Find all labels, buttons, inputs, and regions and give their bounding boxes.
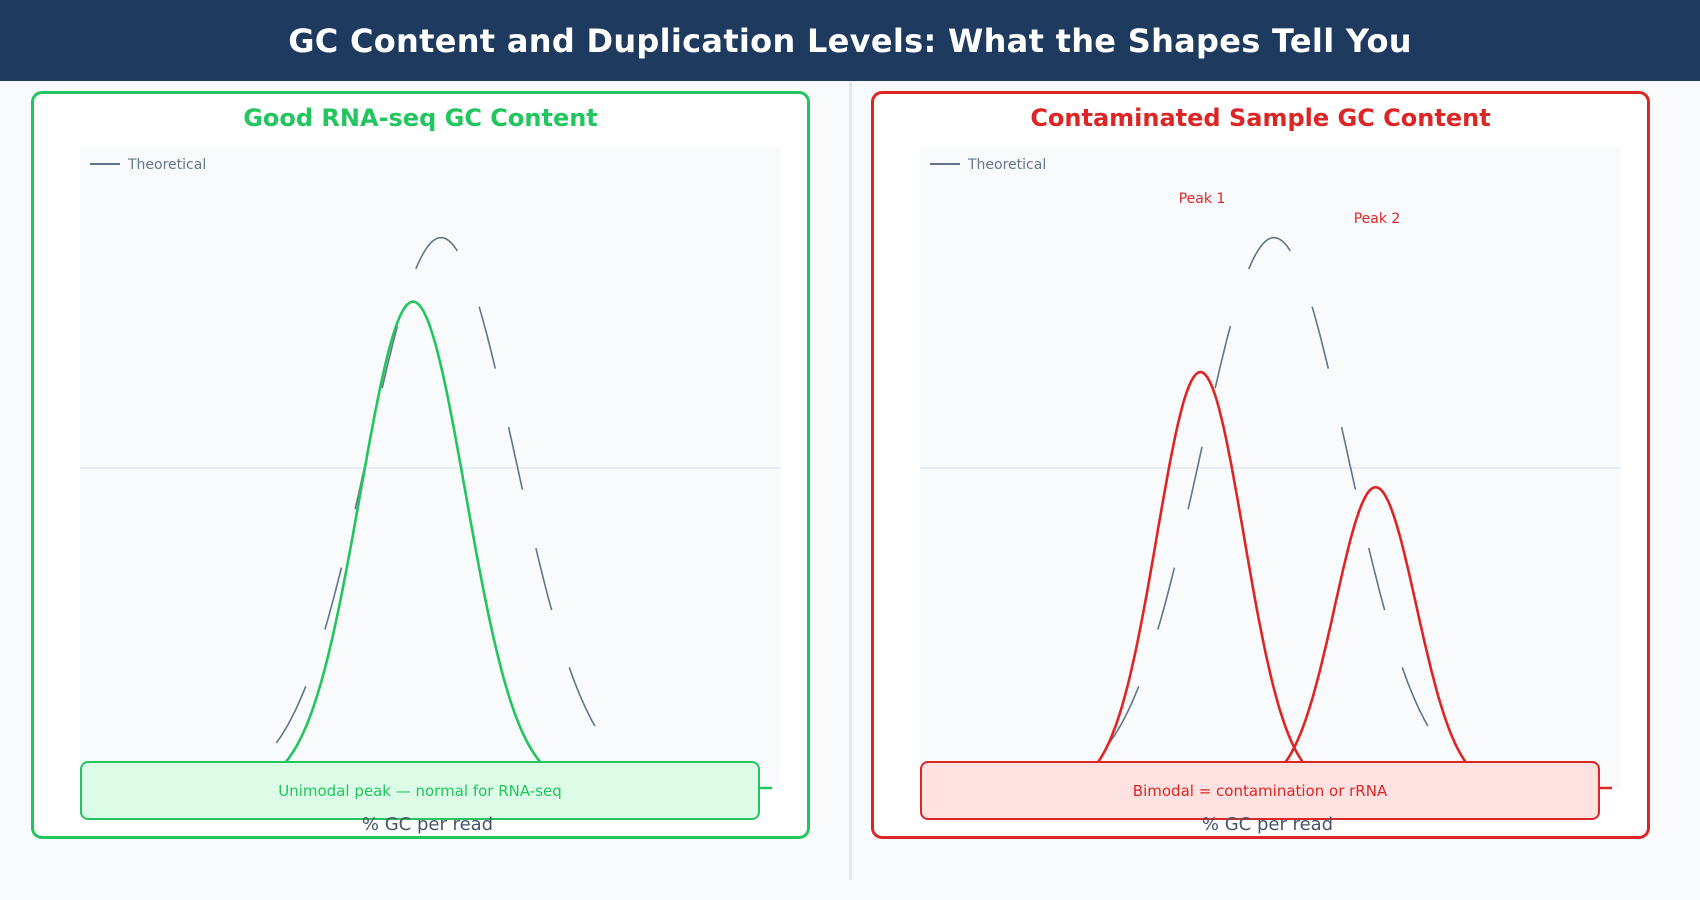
panel-title: Contaminated Sample GC Content bbox=[1030, 104, 1491, 132]
legend-label: Theoretical bbox=[127, 157, 206, 173]
peak-1-annotation: Peak 1 bbox=[1179, 191, 1226, 207]
gc-chart-contaminated: Theoretical Peak 1 Peak 2 bbox=[920, 148, 1621, 790]
theoretical-curve bbox=[999, 236, 1551, 789]
x-axis-label: % GC per read bbox=[361, 814, 494, 835]
peak-2-annotation: Peak 2 bbox=[1354, 211, 1401, 227]
theoretical-curve bbox=[166, 236, 718, 789]
page-header: GC Content and Duplication Levels: What … bbox=[0, 0, 1700, 81]
x-axis-label: % GC per read bbox=[1201, 814, 1334, 835]
good-gc-panel: Good RNA-seq GC Content Theoretical Unim… bbox=[31, 91, 810, 839]
panel-divider bbox=[849, 81, 852, 880]
page-title: GC Content and Duplication Levels: What … bbox=[288, 21, 1412, 60]
contaminated-gc-panel: Contaminated Sample GC Content Theoretic… bbox=[871, 91, 1650, 839]
gc-chart-good: Theoretical bbox=[80, 148, 781, 790]
legend-label: Theoretical bbox=[967, 157, 1046, 173]
interpretation-callout: Bimodal = contamination or rRNA bbox=[920, 761, 1600, 820]
interpretation-callout: Unimodal peak — normal for RNA-seq bbox=[80, 761, 760, 820]
panel-title: Good RNA-seq GC Content bbox=[243, 104, 598, 132]
